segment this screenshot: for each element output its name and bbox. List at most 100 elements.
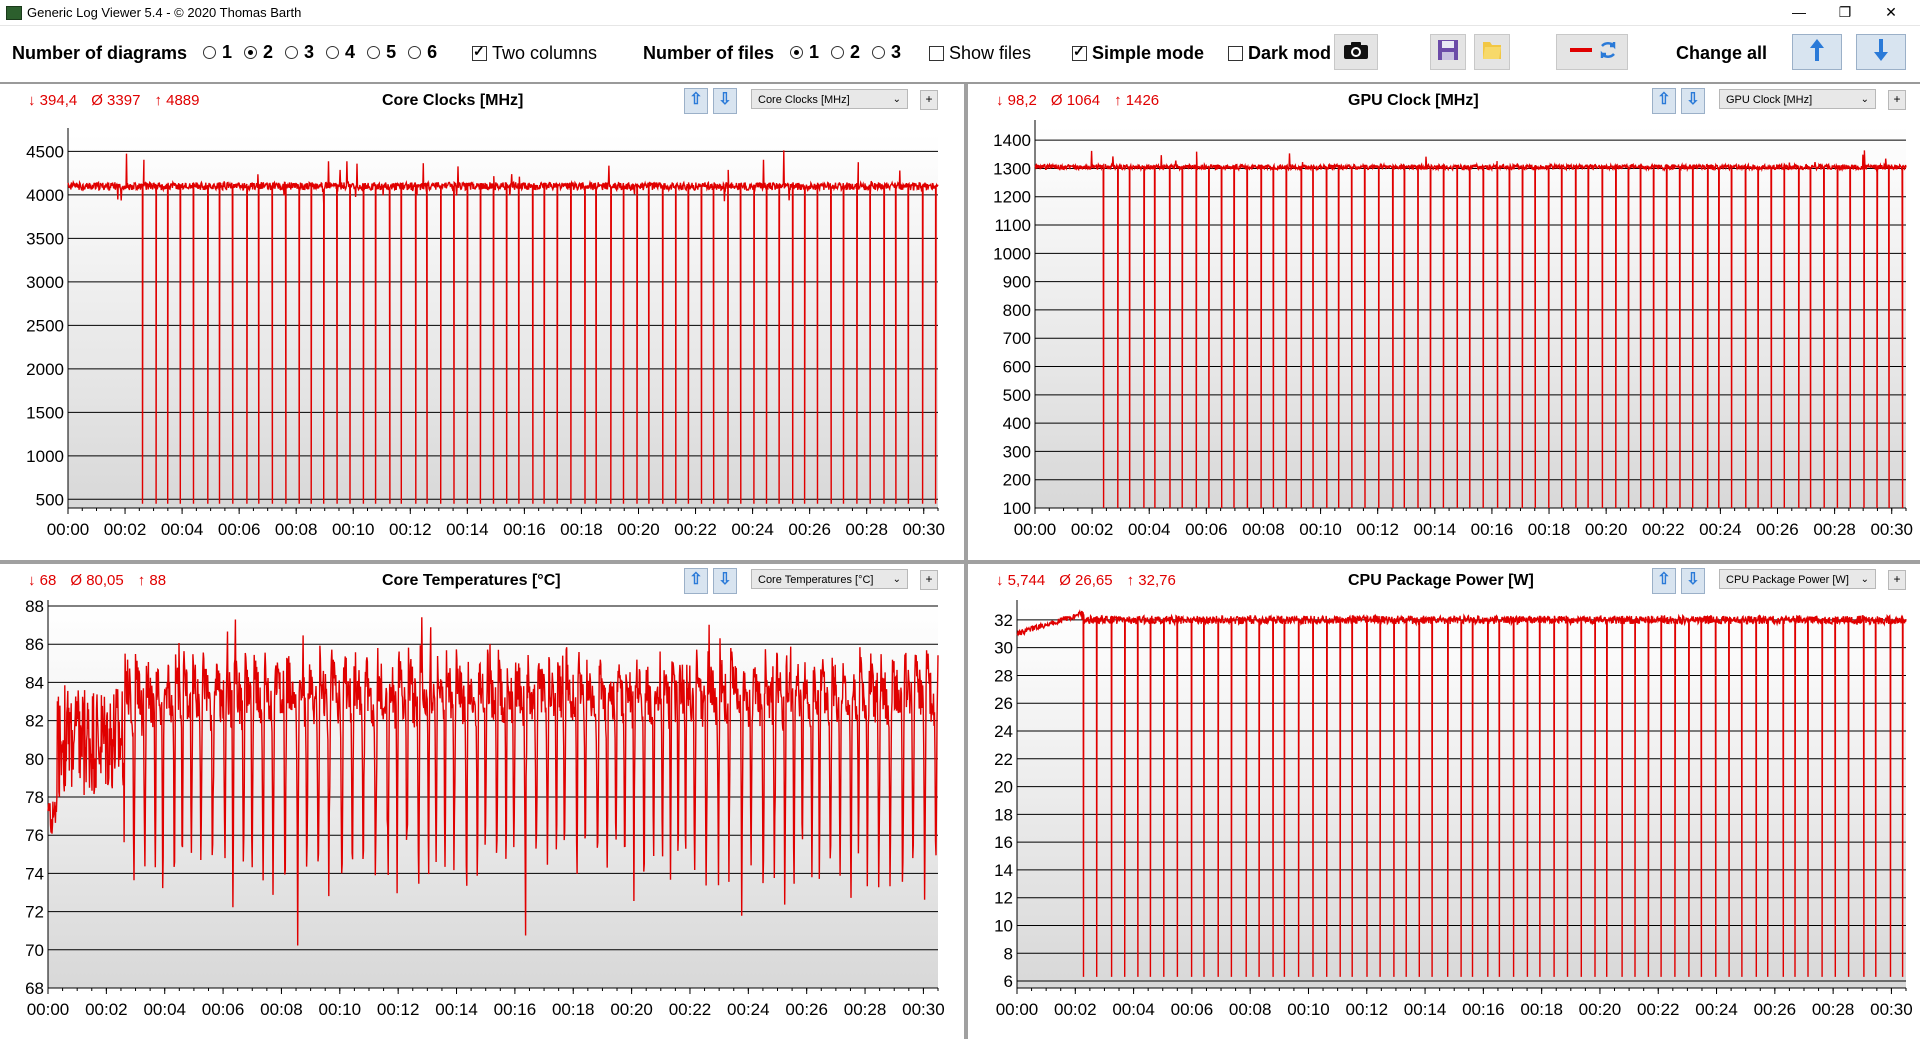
x-tick-label: 00:12 [1356, 520, 1399, 539]
x-tick-label: 00:24 [731, 520, 774, 539]
folder-icon [1480, 38, 1504, 67]
y-tick-label: 500 [1003, 386, 1031, 405]
stat-max: ↑ 4889 [154, 92, 200, 109]
next-channel-button[interactable]: ⇩ [713, 568, 737, 594]
previous-channel-button[interactable]: ⇧ [684, 88, 708, 114]
previous-channel-button[interactable]: ⇧ [684, 568, 708, 594]
chevron-down-icon: ⌄ [1860, 574, 1869, 585]
close-button[interactable]: ✕ [1885, 4, 1897, 20]
diagram-radio-circle[interactable] [326, 46, 340, 59]
next-channel-button[interactable]: ⇩ [713, 88, 737, 114]
dark-mode-check-box[interactable] [1228, 46, 1243, 61]
diagram-radio-label: 4 [345, 42, 356, 62]
diagram-radio-4[interactable]: 4 [326, 42, 355, 63]
file-radio-3[interactable]: 3 [872, 42, 901, 63]
minimize-button[interactable]: — [1792, 4, 1806, 20]
previous-channel-button[interactable]: ⇧ [1652, 568, 1676, 594]
file-radio-circle[interactable] [790, 46, 803, 59]
x-tick-label: 00:12 [389, 520, 432, 539]
two-columns-checkbox[interactable]: Two columns [472, 43, 597, 64]
diagram-radio-circle[interactable] [408, 46, 422, 59]
add-channel-button[interactable]: + [920, 90, 938, 110]
diagram-radio-circle[interactable] [367, 46, 381, 59]
two-columns-check-box[interactable] [472, 43, 487, 61]
x-tick-label: 00:08 [275, 520, 318, 539]
diagram-radio-label: 1 [222, 42, 233, 62]
diagram-radio-6[interactable]: 6 [408, 42, 437, 63]
screenshot-button[interactable] [1334, 34, 1378, 70]
horizontal-divider[interactable] [0, 560, 1920, 564]
file-radio-circle[interactable] [831, 46, 845, 59]
diagram-radio-3[interactable]: 3 [285, 42, 314, 63]
diagram-title: Core Clocks [MHz] [382, 92, 524, 109]
app-icon [6, 6, 22, 20]
chart-svg[interactable]: 100 200 300 400 500 600 700 800 900 1000 1100 1200 1… [968, 84, 1920, 560]
next-channel-button[interactable]: ⇩ [1681, 88, 1705, 114]
diagram-radio-1[interactable]: 1 [203, 42, 232, 63]
toolbar: Number of diagrams 1 2 3 4 5 6 Two columns Nu… [0, 26, 1920, 84]
save-icon [1436, 38, 1460, 67]
previous-channel-button[interactable]: ⇧ [1652, 88, 1676, 114]
channel-select[interactable]: GPU Clock [MHz] ⌄ [1719, 89, 1876, 109]
y-tick-label: 86 [25, 635, 44, 654]
x-tick-label: 00:28 [844, 1000, 887, 1019]
all-down-button[interactable] [1856, 34, 1906, 70]
chart-svg[interactable]: 500 1000 1500 2000 2500 3000 3500 4000 4500 00:00… [0, 84, 964, 560]
stat-min: ↓ 5,744 [996, 572, 1046, 589]
diagram-radio-2[interactable]: 2 [244, 42, 273, 63]
x-tick-label: 00:14 [435, 1000, 478, 1019]
y-tick-label: 4000 [26, 186, 64, 205]
x-tick-label: 00:16 [1462, 1000, 1505, 1019]
x-tick-label: 00:14 [1414, 520, 1457, 539]
x-tick-label: 00:06 [218, 520, 261, 539]
chevron-down-icon: ⌄ [892, 574, 901, 585]
stat-avg: Ø 80,05 [70, 572, 124, 589]
series-line [1016, 609, 1907, 977]
show-files-checkbox[interactable]: Show files [929, 43, 1031, 64]
x-tick-label: 00:16 [503, 520, 546, 539]
show-files-check-box[interactable] [929, 46, 944, 61]
x-tick-label: 00:30 [1870, 520, 1913, 539]
chart-svg[interactable]: 6 8 10 12 14 16 18 20 22 24 26 28 30 32 00:00 00:02 00:0… [968, 564, 1920, 1039]
x-tick-label: 00:24 [727, 1000, 770, 1019]
y-tick-label: 28 [994, 666, 1013, 685]
next-channel-button[interactable]: ⇩ [1681, 568, 1705, 594]
add-channel-button[interactable]: + [920, 570, 938, 590]
file-radio-circle[interactable] [872, 46, 886, 59]
y-tick-label: 22 [994, 750, 1013, 769]
dark-mode-checkbox[interactable]: Dark mod [1228, 43, 1331, 64]
diagram-radio-5[interactable]: 5 [367, 42, 396, 63]
x-tick-label: 00:04 [143, 1000, 186, 1019]
simple-mode-checkbox[interactable]: Simple mode [1072, 43, 1204, 64]
stats-row: ↓ 5,744 Ø 26,65 ↑ 32,76 [996, 572, 1190, 589]
x-tick-label: 00:26 [1754, 1000, 1797, 1019]
chart-svg[interactable]: 68 70 72 74 76 78 80 82 84 86 88 00:00 00:02 00:04 00:… [0, 564, 964, 1039]
channel-select-value: CPU Package Power [W] [1726, 574, 1849, 586]
y-tick-label: 26 [994, 694, 1013, 713]
all-up-button[interactable] [1792, 34, 1842, 70]
open-folder-button[interactable] [1474, 34, 1510, 70]
add-channel-button[interactable]: + [1888, 90, 1906, 110]
y-tick-label: 72 [25, 903, 44, 922]
file-radio-2[interactable]: 2 [831, 42, 860, 63]
window-title: Generic Log Viewer 5.4 - © 2020 Thomas B… [27, 5, 302, 20]
diagram-radio-circle[interactable] [244, 46, 258, 59]
maximize-button[interactable]: ❐ [1838, 4, 1852, 20]
y-tick-label: 14 [994, 861, 1013, 880]
diagram-radio-circle[interactable] [203, 46, 216, 59]
diagram-radio-circle[interactable] [285, 46, 299, 59]
x-tick-label: 00:28 [1813, 520, 1856, 539]
channel-select[interactable]: CPU Package Power [W] ⌄ [1719, 569, 1876, 589]
x-tick-label: 00:24 [1699, 520, 1742, 539]
file-radio-1[interactable]: 1 [790, 42, 819, 63]
show-files-label: Show files [949, 43, 1032, 63]
x-tick-label: 00:10 [1287, 1000, 1330, 1019]
simple-mode-check-box[interactable] [1072, 43, 1087, 61]
channel-select[interactable]: Core Temperatures [°C] ⌄ [751, 569, 908, 589]
change-all-label: Change all [1676, 43, 1768, 63]
simple-mode-label: Simple mode [1092, 43, 1205, 63]
channel-select[interactable]: Core Clocks [MHz] ⌄ [751, 89, 908, 109]
add-channel-button[interactable]: + [1888, 570, 1906, 590]
swap-color-button[interactable] [1556, 34, 1628, 70]
save-button[interactable] [1430, 34, 1466, 70]
